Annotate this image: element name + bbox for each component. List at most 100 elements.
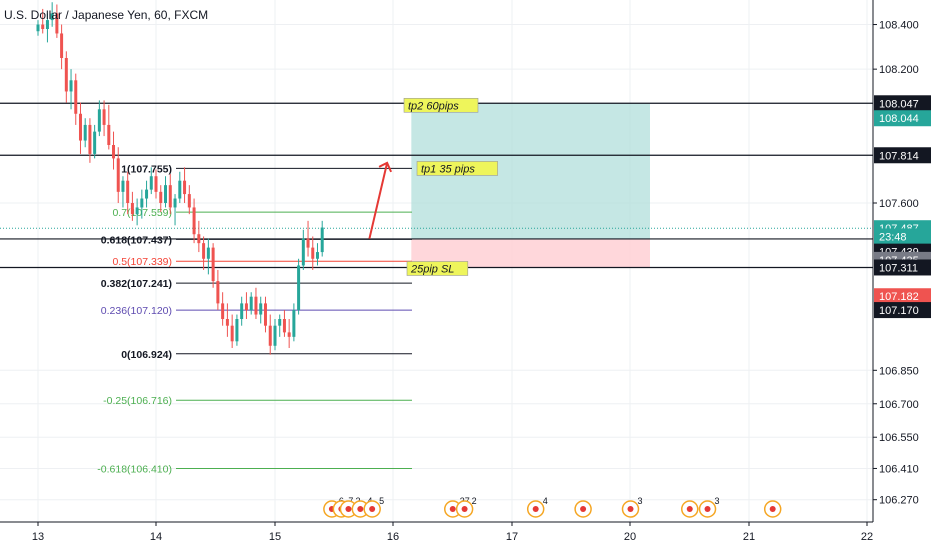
event-count: 4 bbox=[543, 496, 548, 506]
annotation-text: tp2 60pips bbox=[408, 100, 459, 112]
candle-body bbox=[235, 319, 239, 342]
price-tick-label: 108.400 bbox=[879, 20, 919, 32]
price-badge bbox=[874, 302, 931, 319]
event-icon-dot bbox=[345, 506, 352, 512]
fib-level-label: 0.382(107.241) bbox=[101, 278, 172, 290]
candle-body bbox=[254, 296, 258, 315]
candle-body bbox=[292, 310, 296, 337]
price-badge bbox=[874, 259, 931, 276]
price-tick-label: 107.600 bbox=[879, 198, 919, 210]
event-count: 5 bbox=[379, 496, 384, 506]
price-badge-label: 108.047 bbox=[879, 98, 919, 110]
candle-body bbox=[297, 265, 301, 311]
price-tick-label: 106.550 bbox=[879, 432, 919, 444]
candle-body bbox=[249, 296, 253, 311]
candle-body bbox=[306, 238, 310, 248]
candle-body bbox=[263, 303, 267, 326]
projection-arrow-head bbox=[378, 161, 393, 173]
candle-body bbox=[154, 176, 158, 192]
price-badge-label: 107.182 bbox=[879, 291, 919, 303]
candle-body bbox=[116, 158, 120, 192]
candle-body bbox=[282, 319, 286, 333]
candle-body bbox=[259, 303, 263, 315]
candle-body bbox=[202, 243, 206, 259]
candle-body bbox=[183, 180, 187, 195]
candle-body bbox=[278, 319, 282, 326]
price-tick-label: 106.270 bbox=[879, 495, 919, 507]
event-count: 2 bbox=[472, 496, 477, 506]
annotation-box bbox=[416, 161, 498, 176]
price-badge-label: 107.814 bbox=[879, 150, 919, 162]
fib-level-label: 0.618(107.437) bbox=[101, 234, 172, 246]
time-tick-label: 15 bbox=[269, 531, 281, 543]
event-icon-dot bbox=[627, 506, 634, 512]
event-icon-dot bbox=[532, 506, 539, 512]
annotation-text: tp1 35 pips bbox=[421, 163, 475, 175]
price-badge-label: 107.311 bbox=[879, 262, 918, 274]
candle-body bbox=[88, 124, 92, 154]
candle-body bbox=[211, 247, 215, 282]
candle-body bbox=[159, 191, 163, 203]
candle-body bbox=[74, 80, 78, 114]
candle-body bbox=[78, 113, 82, 141]
candle-body bbox=[197, 234, 201, 244]
candle-body bbox=[187, 194, 191, 208]
price-badge bbox=[874, 147, 931, 164]
candle-body bbox=[145, 189, 149, 199]
price-tick-label: 108.200 bbox=[879, 64, 919, 76]
time-tick-label: 22 bbox=[861, 531, 873, 543]
time-tick-label: 13 bbox=[32, 531, 44, 543]
price-badge-label: 23:48 bbox=[879, 231, 907, 243]
candle-body bbox=[36, 24, 40, 32]
candle-body bbox=[60, 33, 64, 58]
candle-body bbox=[268, 325, 272, 346]
candle-body bbox=[112, 145, 116, 159]
price-tick-label: 106.850 bbox=[879, 365, 919, 377]
candle-body bbox=[244, 303, 248, 311]
price-badge bbox=[874, 110, 931, 127]
candle-body bbox=[320, 227, 324, 253]
chart-title: U.S. Dollar / Japanese Yen, 60, FXCM bbox=[4, 8, 209, 22]
annotation-box bbox=[403, 97, 479, 113]
candle-body bbox=[225, 319, 229, 326]
annotation-text: 25pip SL bbox=[410, 263, 454, 275]
candle-body bbox=[55, 13, 59, 34]
candle-body bbox=[64, 58, 68, 92]
event-icon-dot bbox=[580, 506, 587, 512]
event-icon-dot bbox=[449, 506, 456, 512]
candle-body bbox=[93, 131, 97, 154]
event-icon-dot bbox=[357, 506, 364, 512]
price-badge bbox=[874, 95, 931, 112]
time-tick-label: 14 bbox=[150, 531, 162, 543]
time-tick-label: 20 bbox=[624, 531, 636, 543]
event-count: 3 bbox=[715, 496, 720, 506]
candle-body bbox=[168, 185, 172, 208]
price-tick-label: 106.410 bbox=[879, 463, 919, 475]
fib-level-label: -0.25(106.716) bbox=[103, 395, 172, 407]
fib-level-label: 1(107.755) bbox=[121, 163, 172, 175]
candle-body bbox=[311, 247, 315, 259]
candle-body bbox=[45, 20, 49, 29]
candle-body bbox=[240, 303, 244, 319]
candle-body bbox=[164, 185, 168, 203]
fib-level-label: -0.618(106.410) bbox=[97, 463, 172, 475]
candle-body bbox=[216, 281, 220, 304]
fib-level-label: 0.5(107.339) bbox=[112, 256, 172, 268]
event-icon-dot bbox=[369, 506, 376, 512]
time-tick-label: 17 bbox=[506, 531, 518, 543]
candle-body bbox=[135, 207, 139, 215]
candle-body bbox=[221, 303, 225, 319]
projection-arrow bbox=[368, 162, 389, 239]
event-icon-dot bbox=[769, 506, 776, 512]
candle-body bbox=[301, 238, 305, 266]
candle-body bbox=[178, 180, 182, 199]
candle-body bbox=[315, 252, 319, 259]
candle-body bbox=[206, 247, 210, 259]
candle-body bbox=[69, 80, 73, 92]
event-icon-dot bbox=[704, 506, 711, 512]
candle-body bbox=[107, 124, 111, 145]
time-tick-label: 16 bbox=[387, 531, 399, 543]
candle-body bbox=[130, 203, 134, 215]
candle-body bbox=[83, 124, 87, 141]
